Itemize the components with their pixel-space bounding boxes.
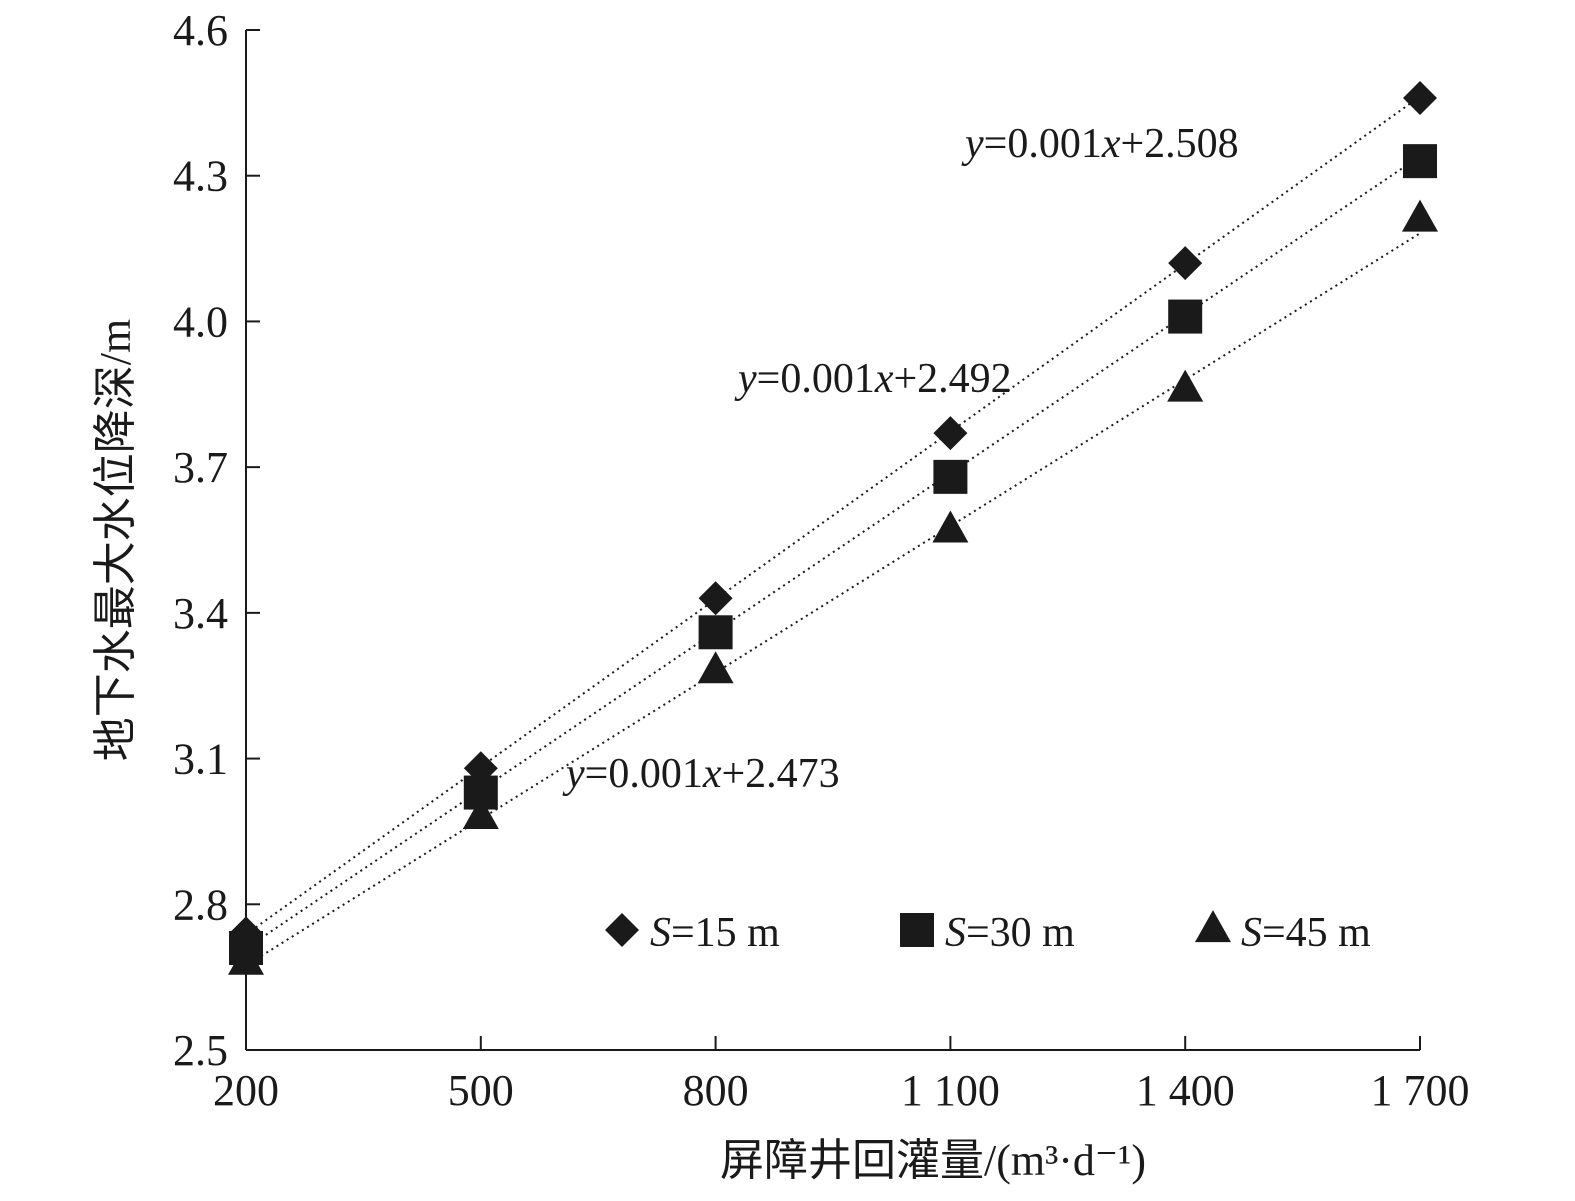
y-tick-label: 2.5: [173, 1026, 228, 1075]
diamond-marker: [605, 913, 639, 947]
y-tick-label: 3.4: [173, 589, 228, 638]
triangle-marker: [462, 797, 499, 830]
fit-equation: y=0.001x+2.473: [562, 751, 840, 797]
square-marker: [1403, 144, 1437, 179]
x-tick-label: 200: [213, 1066, 279, 1115]
fit-line: [245, 95, 1421, 936]
triangle-marker: [932, 510, 969, 543]
square-marker: [1168, 299, 1203, 334]
square-marker: [900, 913, 934, 947]
x-tick-label: 800: [683, 1066, 749, 1115]
triangle-marker: [1195, 910, 1231, 943]
x-tick-label: 500: [448, 1066, 514, 1115]
fit-line: [245, 232, 1421, 967]
diamond-marker: [698, 581, 733, 616]
legend-label: S=15 m: [650, 910, 780, 956]
diamond-marker: [1403, 81, 1437, 115]
y-tick-label: 3.7: [173, 443, 228, 492]
triangle-marker: [1167, 369, 1204, 402]
y-tick-label: 4.6: [173, 6, 228, 55]
square-marker: [933, 459, 968, 494]
y-tick-label: 4.0: [173, 297, 228, 346]
ticks: 2.5 2.8 3.1 3.4 3.7 4.0 4.3 4.6 200 500 800 1 100 1 …: [173, 6, 1470, 1115]
square-marker: [698, 615, 733, 650]
y-tick-label: 4.3: [173, 152, 228, 201]
legend-label: S=45 m: [1241, 910, 1371, 956]
fit-lines: [245, 95, 1421, 967]
diamond-marker: [1168, 246, 1203, 281]
diamond-marker: [933, 416, 968, 451]
data-markers: [228, 81, 1438, 975]
fit-equations: y=0.001x+2.508 y=0.001x+2.492 y=0.001x+2.4…: [562, 121, 1239, 797]
fit-equation: y=0.001x+2.508: [961, 121, 1239, 167]
legend: S=15 m S=30 m S=45 m: [605, 910, 1371, 956]
x-tick-label: 1 700: [1371, 1066, 1470, 1115]
y-tick-label: 3.1: [173, 735, 228, 784]
axes: [245, 30, 1420, 1051]
y-axis-title: 地下水最大水位降深/m: [91, 319, 140, 761]
y-tick-label: 2.8: [173, 880, 228, 929]
triangle-marker: [1402, 199, 1438, 232]
x-axis-title: 屏障井回灌量/(m³·d⁻¹): [720, 1136, 1146, 1185]
fit-equation: y=0.001x+2.492: [734, 356, 1012, 402]
x-tick-label: 1 100: [901, 1066, 1000, 1115]
x-tick-label: 1 400: [1136, 1066, 1235, 1115]
triangle-marker: [697, 651, 734, 684]
legend-label: S=30 m: [945, 910, 1075, 956]
fit-line: [245, 155, 1421, 950]
